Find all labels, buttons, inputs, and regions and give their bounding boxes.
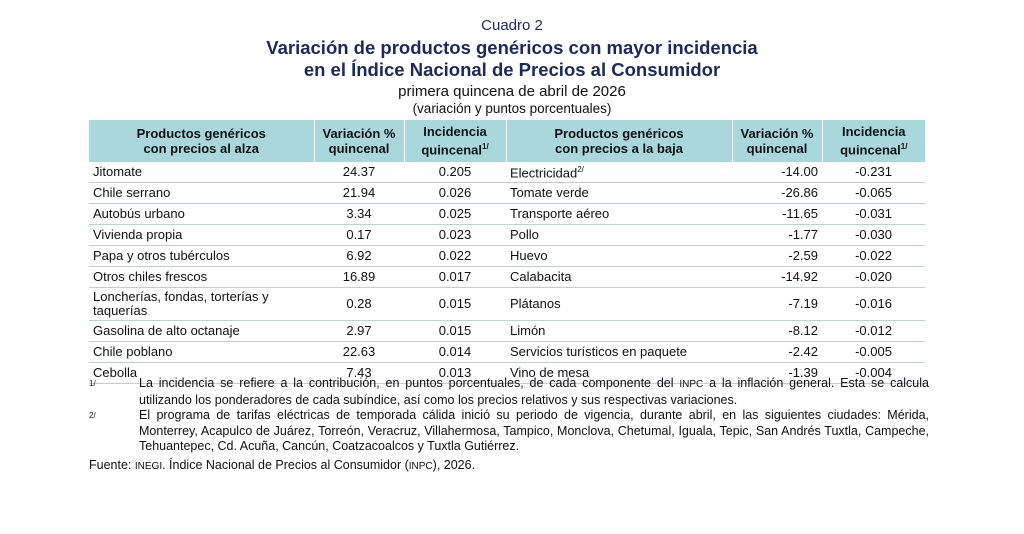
up-incidence: 0.023 [404, 224, 506, 246]
table-row: Chile serrano 21.94 0.026 Tomate verde -… [89, 182, 925, 204]
down-product: Calabacita [506, 266, 732, 288]
up-incidence: 0.205 [404, 162, 506, 183]
down-variation: -7.19 [732, 287, 822, 321]
table-units: (variación y puntos porcentuales) [412, 101, 612, 116]
up-variation: 0.17 [314, 224, 404, 246]
up-incidence: 0.013 [404, 362, 506, 384]
down-product: Plátanos [506, 287, 732, 321]
up-incidence: 0.015 [404, 320, 506, 342]
down-product: Electricidad2/ [506, 162, 732, 183]
table-row: Gasolina de alto octanaje 2.97 0.015 Lim… [89, 320, 925, 342]
up-variation: 7.43 [314, 362, 404, 384]
up-variation: 2.97 [314, 320, 404, 342]
down-incidence: -0.020 [822, 266, 925, 288]
up-product: Vivienda propia [89, 224, 314, 246]
incidence-table: Productos genéricos con precios al alza … [89, 120, 925, 384]
up-product: Papa y otros tubérculos [89, 245, 314, 267]
up-incidence: 0.022 [404, 245, 506, 267]
up-product: Cebolla [89, 362, 314, 384]
down-variation: -2.42 [732, 341, 822, 363]
down-incidence: -0.016 [822, 287, 925, 321]
table-row: Papa y otros tubérculos 6.92 0.022 Huevo… [89, 245, 925, 267]
down-incidence: -0.065 [822, 182, 925, 204]
up-product: Loncherías, fondas, torterías y taquería… [89, 287, 314, 321]
footnote-2: 2/ El programa de tarifas eléctricas de … [89, 408, 929, 455]
down-product: Pollo [506, 224, 732, 246]
up-variation: 22.63 [314, 341, 404, 363]
table-row: Cebolla 7.43 0.013 Vino de mesa -1.39 -0… [89, 362, 925, 384]
up-variation: 16.89 [314, 266, 404, 288]
up-product: Otros chiles frescos [89, 266, 314, 288]
down-product: Tomate verde [506, 182, 732, 204]
footnote-mark: 2/ [89, 411, 96, 420]
footnote-ref-1: 1/ [482, 142, 489, 152]
title-line-2: en el Índice Nacional de Precios al Cons… [303, 59, 721, 80]
footnote-1: 1/ La incidencia se refiere a la contrib… [89, 376, 929, 408]
down-product: Vino de mesa [506, 362, 732, 384]
footnote-text: La incidencia se refiere a la contribuci… [139, 376, 929, 407]
down-variation: -14.92 [732, 266, 822, 288]
down-variation: -1.39 [732, 362, 822, 384]
down-product: Servicios turísticos en paquete [506, 341, 732, 363]
down-variation: -26.86 [732, 182, 822, 204]
footnotes: 1/ La incidencia se refiere a la contrib… [89, 376, 929, 474]
table-row: Jitomate 24.37 0.205 Electricidad2/ -14.… [89, 162, 925, 183]
down-incidence: -0.022 [822, 245, 925, 267]
col-down-product: Productos genéricos con precios a la baj… [505, 120, 732, 162]
down-incidence: -0.004 [822, 362, 925, 384]
down-incidence: -0.012 [822, 320, 925, 342]
col-up-variation: Variación % quincenal [313, 120, 404, 162]
col-down-variation: Variación % quincenal [731, 120, 822, 162]
table-row: Loncherías, fondas, torterías y taquería… [89, 287, 925, 321]
table-row: Otros chiles frescos 16.89 0.017 Calabac… [89, 266, 925, 288]
down-variation: -8.12 [732, 320, 822, 342]
up-incidence: 0.025 [404, 203, 506, 225]
up-incidence: 0.017 [404, 266, 506, 288]
down-incidence: -0.005 [822, 341, 925, 363]
table-label: Cuadro 2 [481, 17, 543, 34]
down-incidence: -0.231 [822, 162, 925, 183]
up-variation: 0.28 [314, 287, 404, 321]
up-product: Autobús urbano [89, 203, 314, 225]
up-incidence: 0.014 [404, 341, 506, 363]
table-subtitle: primera quincena de abril de 2026 [398, 83, 626, 100]
up-variation: 24.37 [314, 162, 404, 183]
table-row: Vivienda propia 0.17 0.023 Pollo -1.77 -… [89, 224, 925, 246]
table-row: Autobús urbano 3.34 0.025 Transporte aér… [89, 203, 925, 225]
up-variation: 21.94 [314, 182, 404, 204]
up-product: Gasolina de alto octanaje [89, 320, 314, 342]
header-row: Productos genéricos con precios al alza … [89, 120, 925, 162]
down-variation: -1.77 [732, 224, 822, 246]
table-row: Chile poblano 22.63 0.014 Servicios turí… [89, 341, 925, 363]
col-up-product: Productos genéricos con precios al alza [89, 120, 314, 162]
footnote-ref-2: 2/ [577, 165, 584, 175]
up-incidence: 0.015 [404, 287, 506, 321]
footnote-mark: 1/ [89, 379, 96, 388]
footnote-ref-1: 1/ [900, 142, 908, 152]
source-note: Fuente: INEGI. Índice Nacional de Precio… [89, 457, 476, 472]
down-variation: -14.00 [732, 162, 822, 183]
down-product: Transporte aéreo [506, 203, 732, 225]
col-down-incidence: Incidencia quincenal1/ [821, 120, 925, 162]
up-variation: 3.34 [314, 203, 404, 225]
down-incidence: -0.031 [822, 203, 925, 225]
col-up-incidence: Incidencia quincenal1/ [403, 120, 506, 162]
down-incidence: -0.030 [822, 224, 925, 246]
up-variation: 6.92 [314, 245, 404, 267]
table-title: Variación de productos genéricos con may… [0, 37, 1024, 81]
down-variation: -11.65 [732, 203, 822, 225]
down-product: Huevo [506, 245, 732, 267]
up-product: Chile serrano [89, 182, 314, 204]
title-line-1: Variación de productos genéricos con may… [266, 37, 758, 58]
up-incidence: 0.026 [404, 182, 506, 204]
up-product: Chile poblano [89, 341, 314, 363]
down-variation: -2.59 [732, 245, 822, 267]
down-product: Limón [506, 320, 732, 342]
up-product: Jitomate [89, 162, 314, 183]
footnote-text: El programa de tarifas eléctricas de tem… [139, 408, 929, 453]
